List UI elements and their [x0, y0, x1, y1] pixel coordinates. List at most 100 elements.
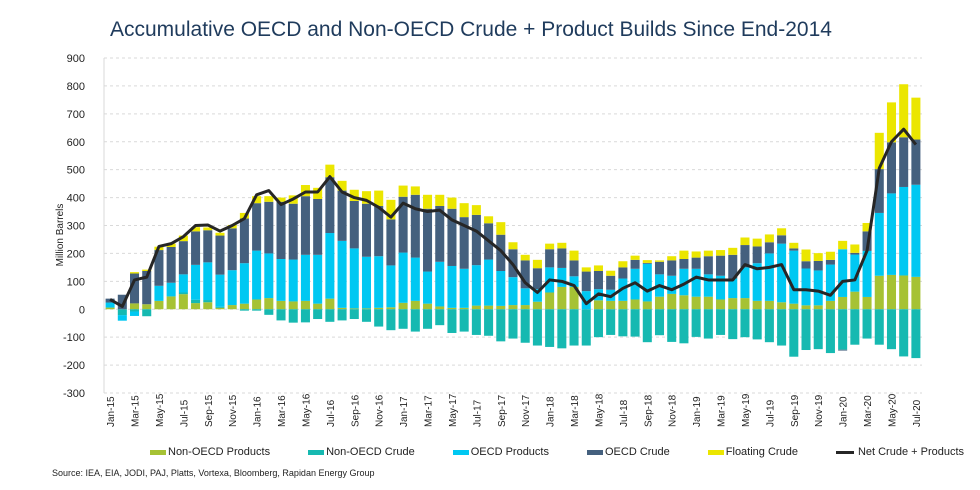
bar-oecd-crude [203, 230, 213, 263]
x-tick-labels: Jan-15 Mar-15 May-15 Jul-15 Sep-15 Nov-15 Jan-… [106, 393, 923, 427]
bar-oecd-crude [252, 203, 262, 251]
bar-oecd-crude [703, 256, 713, 275]
bar-oecd-products [716, 275, 726, 300]
bar-non-oecd-products [886, 274, 896, 310]
bar-non-oecd-crude [264, 309, 274, 315]
bar-oecd-crude [410, 194, 420, 258]
bar-oecd-crude [886, 142, 896, 194]
legend: Non-OECD Products Non-OECD Crude OECD Prod… [150, 446, 980, 458]
bar-non-oecd-products [484, 305, 494, 310]
x-tick-label: Mar-20 [863, 395, 874, 427]
bar-non-oecd-products [423, 303, 433, 310]
chart-title: Accumulative OECD and Non-OECD Crude + P… [110, 18, 832, 41]
bar-non-oecd-products [325, 298, 335, 310]
bar-oecd-products [361, 256, 372, 309]
bar-floating-crude [740, 237, 750, 246]
bar-oecd-crude [227, 228, 237, 271]
bar-floating-crude [191, 227, 201, 232]
bar-non-oecd-crude [276, 309, 286, 321]
bar-non-oecd-products [386, 307, 396, 310]
bar-oecd-products [679, 268, 689, 296]
bar-non-oecd-products [691, 296, 701, 310]
bar-oecd-crude [789, 248, 799, 251]
bar-non-oecd-crude [313, 309, 323, 320]
x-tick-label: Sep-16 [350, 394, 361, 427]
bar-oecd-products [374, 256, 384, 308]
bar-floating-crude [569, 250, 579, 261]
bar-non-oecd-products [801, 305, 811, 310]
bar-non-oecd-products [166, 296, 176, 310]
bar-non-oecd-crude [423, 309, 433, 329]
legend-label: Floating Crude [725, 446, 798, 458]
x-tick-label: Mar-18 [570, 395, 581, 427]
bar-oecd-products [691, 268, 701, 297]
bar-non-oecd-crude [777, 309, 787, 346]
bar-floating-crude [520, 254, 530, 261]
bar-oecd-crude [532, 268, 542, 290]
bar-oecd-products [215, 274, 225, 307]
x-tick-label: Nov-18 [668, 394, 679, 427]
bar-non-oecd-crude [703, 309, 713, 339]
bar-oecd-crude [166, 246, 176, 283]
bar-oecd-products [801, 268, 811, 306]
bar-oecd-crude [764, 242, 774, 254]
bar-non-oecd-products [618, 300, 628, 310]
bar-floating-crude [508, 242, 518, 250]
bar-non-oecd-products [105, 307, 115, 310]
bar-non-oecd-crude [691, 309, 701, 337]
source-note: Source: IEA, EIA, JODI, PAJ, Platts, Vor… [52, 468, 375, 478]
y-tick-label: 100 [67, 276, 85, 288]
bar-oecd-products [435, 261, 445, 307]
bar-floating-crude [349, 189, 359, 201]
bar-non-oecd-products [606, 300, 616, 310]
bar-non-oecd-products [642, 301, 652, 310]
bar-oecd-products [276, 259, 286, 301]
legend-label: Net Crude + Products [857, 446, 965, 458]
bar-non-oecd-products [178, 294, 188, 310]
bar-floating-crude [642, 260, 652, 263]
bar-oecd-products [459, 268, 469, 308]
bar-oecd-crude [337, 190, 347, 241]
bar-non-oecd-crude [838, 309, 848, 350]
bar-oecd-products [166, 282, 176, 297]
bar-non-oecd-products [740, 298, 750, 310]
bar-oecd-crude [191, 231, 201, 265]
bar-oecd-crude [740, 245, 750, 268]
bar-oecd-crude [691, 257, 701, 269]
x-tick-label: Sep-17 [497, 394, 508, 427]
bar-oecd-crude [593, 271, 603, 290]
bar-non-oecd-crude [520, 309, 530, 343]
stacked-bar-chart: 900 800 700 600 500 400 300 200 100 0 -100 -200 -300… [55, 53, 923, 427]
bar-non-oecd-crude [728, 309, 738, 340]
y-tick-label: -100 [63, 332, 85, 344]
bar-oecd-products [496, 271, 506, 306]
bar-non-oecd-products [496, 305, 506, 310]
bar-non-oecd-crude [142, 309, 152, 317]
bar-oecd-products [349, 248, 359, 309]
x-tick-label: Jul-16 [326, 399, 337, 427]
x-tick-label: May-17 [448, 393, 459, 427]
x-tick-label: Sep-18 [643, 394, 654, 427]
legend-item-oecd-products: OECD Products [452, 446, 549, 458]
bar-non-oecd-crude [569, 309, 579, 346]
bar-oecd-crude [361, 203, 372, 257]
bar-non-oecd-products [716, 299, 726, 310]
bar-oecd-products [874, 212, 884, 276]
bar-oecd-crude [874, 169, 884, 213]
x-tick-label: Nov-17 [521, 394, 532, 427]
bar-oecd-crude [325, 177, 335, 234]
bar-floating-crude [764, 234, 774, 243]
bar-non-oecd-crude [325, 309, 335, 322]
bar-oecd-products [642, 263, 652, 302]
bar-oecd-products [447, 265, 457, 308]
legend-item-floating-crude: Floating Crude [707, 446, 798, 458]
bar-non-oecd-crude [300, 309, 310, 323]
y-tick-label: -200 [63, 360, 85, 372]
y-tick-label: -300 [63, 388, 85, 400]
bar-oecd-crude [435, 205, 445, 262]
bar-non-oecd-products [777, 302, 787, 310]
x-tick-label: Nov-19 [814, 394, 825, 427]
bar-non-oecd-products [349, 308, 359, 310]
bar-oecd-crude [178, 241, 188, 275]
bar-non-oecd-products [300, 300, 310, 310]
